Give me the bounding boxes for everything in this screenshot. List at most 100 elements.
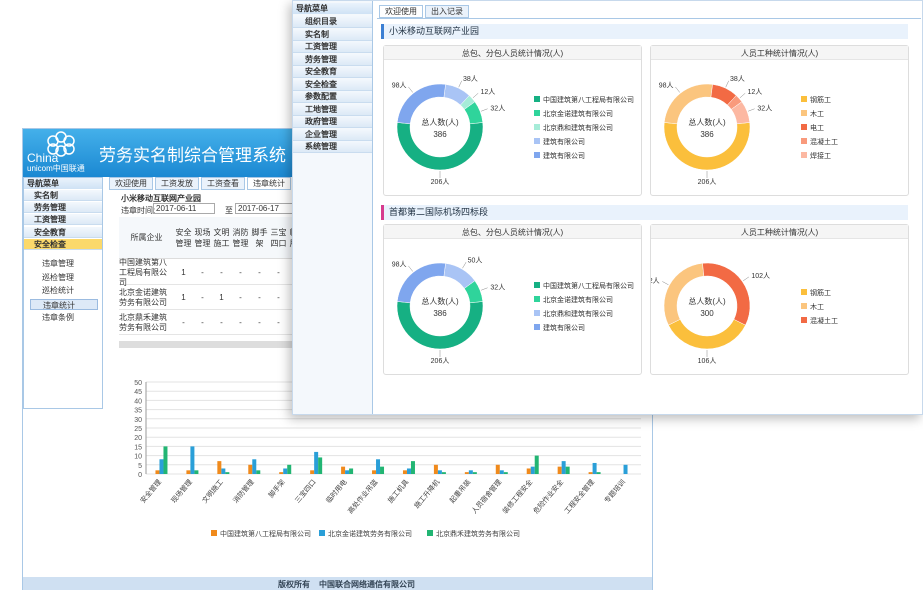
leader-line	[472, 93, 479, 99]
nav-item[interactable]: 参数配置	[293, 91, 372, 103]
legend-swatch	[801, 303, 807, 309]
donut-slice	[396, 262, 446, 304]
bar	[499, 470, 504, 474]
tab[interactable]: 欢迎使用	[109, 177, 153, 190]
logo-knot	[63, 143, 75, 155]
table-header: 现场管理	[193, 217, 212, 259]
leader-line	[662, 281, 669, 286]
center-value: 386	[433, 309, 447, 318]
legend-label: 北京金诺建筑有限公司	[543, 109, 613, 118]
x-tick-label: 装修工程安全	[500, 478, 534, 516]
legend-swatch	[801, 152, 807, 158]
legend-label: 中国建筑第八工程局有限公司	[543, 281, 634, 290]
nav-title: 导航菜单	[24, 178, 102, 189]
bar	[433, 464, 438, 474]
bar	[437, 470, 442, 474]
legend-label: 混凝土工	[810, 137, 838, 146]
subnav-item[interactable]: 巡检管理	[42, 272, 74, 282]
x-tick-label: 文明施工	[200, 478, 225, 505]
nav-item[interactable]: 实名制	[24, 190, 102, 201]
nav-item[interactable]: 工地管理	[293, 103, 372, 116]
tab[interactable]: 违章统计	[247, 177, 291, 190]
nav-item[interactable]: 系统管理	[293, 141, 372, 153]
nav-item[interactable]: 组织目录	[293, 16, 372, 28]
section-title: 小米移动互联网产业园	[381, 24, 908, 39]
nav-item[interactable]: 工资管理	[24, 214, 102, 226]
nav-item[interactable]: 企业管理	[293, 128, 372, 141]
bar	[217, 461, 222, 474]
legend-label: 中国建筑第八工程局有限公司	[543, 95, 634, 104]
table-cell: 1	[174, 261, 193, 285]
legend-label: 建筑有限公司	[543, 323, 585, 332]
bar	[341, 466, 346, 474]
y-tick-label: 0	[138, 472, 142, 479]
legend-swatch	[801, 124, 807, 130]
leader-line	[408, 86, 413, 93]
subnav-item[interactable]: 巡检统计	[42, 286, 74, 295]
x-tick-label: 人员宿舍管理	[469, 478, 503, 516]
legend-label: 北京金诺建筑有限公司	[543, 295, 613, 304]
table-cell: -	[193, 261, 212, 285]
bar	[464, 472, 469, 474]
table-header: 脚手架	[250, 217, 269, 259]
bar	[163, 446, 168, 474]
table-cell: -	[193, 311, 212, 335]
bar	[287, 464, 292, 474]
nav-item[interactable]: 安全检查	[24, 238, 102, 250]
data-label: 92人	[651, 277, 660, 285]
nav-item[interactable]: 安全教育	[293, 66, 372, 78]
nav-item[interactable]: 安全教育	[24, 226, 102, 238]
subnav-item[interactable]: 违章管理	[42, 259, 74, 268]
chart-title: 人员工种统计情况(人)	[740, 228, 819, 237]
table-header: 三宝四口	[269, 217, 288, 259]
tab[interactable]: 欢迎使用	[379, 5, 423, 18]
nav-item[interactable]: 工资管理	[293, 41, 372, 53]
x-tick-label: 施工机具	[386, 478, 411, 505]
nav-item[interactable]: 劳务管理	[293, 53, 372, 66]
center-label: 总人数(人)	[421, 117, 459, 127]
subnav-item[interactable]: 违章条例	[42, 313, 74, 322]
subnav-item[interactable]: 违章统计	[30, 298, 98, 310]
legend-swatch	[534, 138, 540, 144]
nav-item[interactable]: 劳务管理	[24, 202, 102, 214]
leader-line	[747, 108, 755, 112]
center-label: 总人数(人)	[688, 296, 726, 306]
table-cell: 1	[212, 286, 231, 310]
center-value: 386	[700, 130, 714, 139]
date-input: 2017-06-11	[153, 203, 215, 214]
bar	[190, 446, 195, 474]
nav-item[interactable]: 政府管理	[293, 116, 372, 128]
tab[interactable]: 工资查看	[201, 177, 245, 190]
bar	[592, 462, 597, 474]
table-cell: -	[269, 261, 288, 285]
bar	[221, 468, 226, 474]
leader-line	[742, 276, 750, 282]
legend-label: 木工	[810, 302, 824, 311]
x-tick-label: 脚手架	[266, 478, 286, 500]
x-tick-label: 高处作业吊篮	[346, 478, 380, 516]
nav-item[interactable]: 安全检查	[293, 78, 372, 91]
nav-item[interactable]: 实名制	[293, 28, 372, 41]
footer-text: 中国联合网络通信有限公司	[319, 580, 415, 589]
data-label: 98人	[392, 261, 407, 269]
legend-swatch	[534, 282, 540, 288]
filter-sep: 至	[225, 206, 233, 215]
tab[interactable]: 出入记录	[425, 5, 469, 18]
table-cell: -	[250, 286, 269, 310]
chart-title-bar	[384, 225, 641, 239]
table-cell: -	[250, 311, 269, 335]
tab[interactable]: 工资发放	[155, 177, 199, 190]
legend-swatch	[801, 138, 807, 144]
bar	[159, 459, 164, 474]
table-cell: 北京金诺建筑劳务有限公司	[119, 286, 174, 310]
footer	[23, 577, 652, 590]
center-value: 386	[433, 130, 447, 139]
leader-line	[480, 287, 488, 291]
breadcrumb: 小米移动互联网产业园	[121, 194, 201, 203]
legend-swatch	[534, 96, 540, 102]
logo-knot	[47, 143, 59, 155]
legend-label: 中国建筑第八工程局有限公司	[220, 529, 311, 538]
